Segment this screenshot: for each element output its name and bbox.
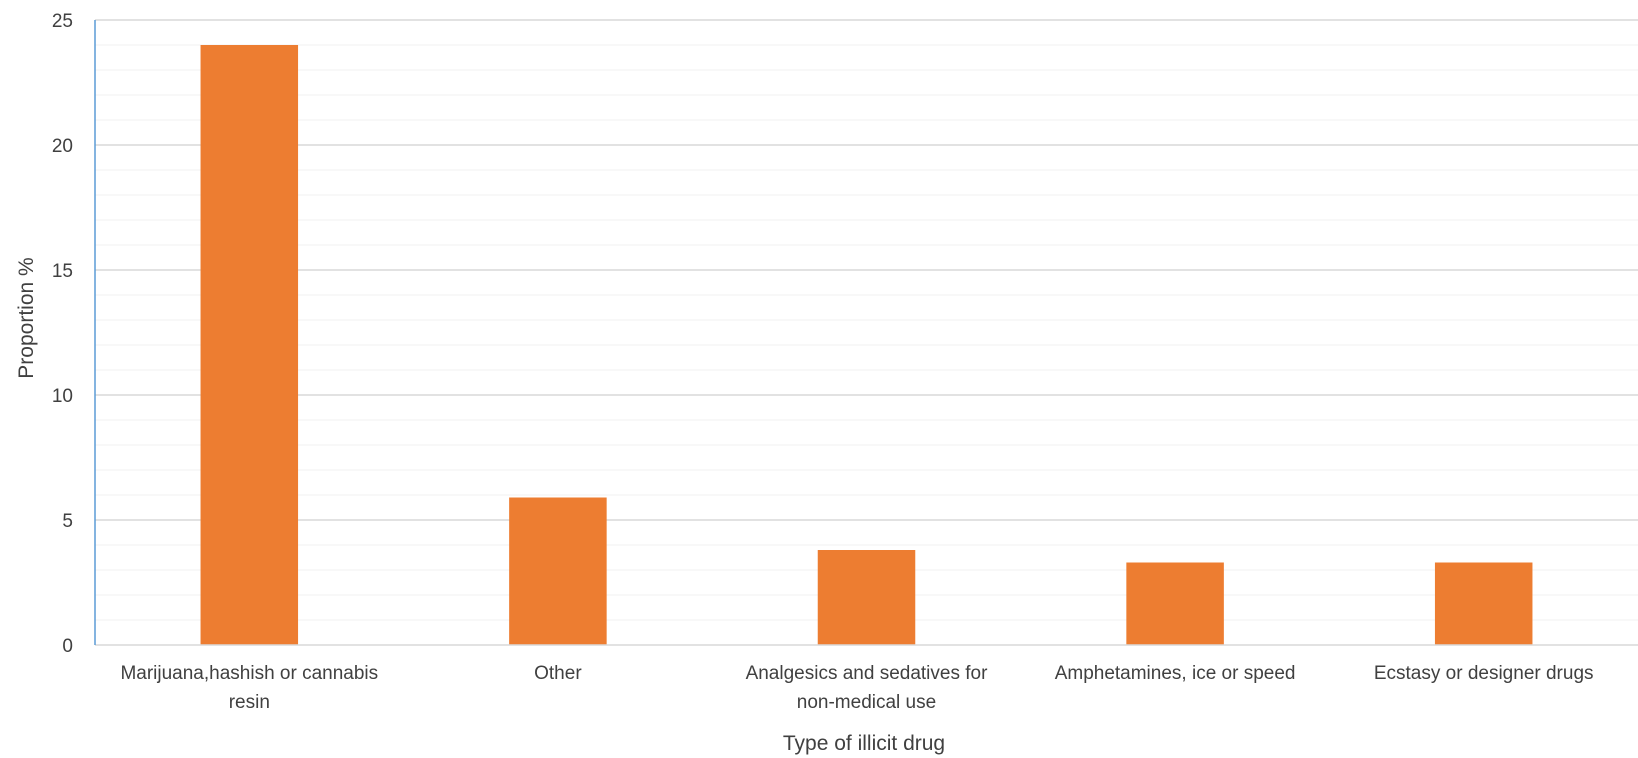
bar <box>509 497 607 645</box>
y-tick-label: 10 <box>52 386 73 407</box>
x-category-label: Ecstasy or designer drugs <box>1374 663 1594 684</box>
y-tick-label: 0 <box>62 636 73 657</box>
x-category-label: Marijuana,hashish or cannabis <box>120 663 378 684</box>
bar <box>200 45 299 645</box>
gridlines <box>95 19 1638 621</box>
y-tick-labels: 0 5 10 15 20 25 <box>52 11 73 657</box>
x-category-label: Other <box>534 663 582 684</box>
bars <box>200 45 1533 645</box>
x-category-label: Amphetamines, ice or speed <box>1055 663 1296 684</box>
x-axis-title: Type of illicit drug <box>783 732 945 755</box>
y-axis-title: Proportion % <box>15 257 38 378</box>
bar <box>817 550 916 645</box>
x-category-label: Analgesics and sedatives for <box>746 663 989 684</box>
y-tick-label: 5 <box>62 511 73 532</box>
bar <box>1126 562 1224 645</box>
y-tick-label: 15 <box>52 261 73 282</box>
x-category-labels: Marijuana,hashish or cannabis resin Other A… <box>120 663 1593 713</box>
x-category-label: resin <box>229 692 270 713</box>
y-tick-label: 20 <box>52 136 73 157</box>
axes <box>94 20 1638 646</box>
x-category-label: non-medical use <box>797 692 936 713</box>
bar <box>1434 562 1533 645</box>
y-tick-label: 25 <box>52 11 73 32</box>
